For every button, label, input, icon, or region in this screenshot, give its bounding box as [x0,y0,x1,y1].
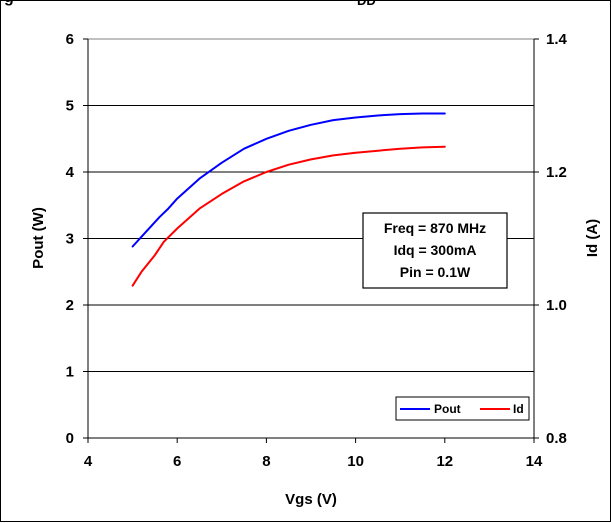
y2-axis-title: Id (A) [584,219,601,257]
x-tick-label-6: 6 [173,453,181,470]
y-tick-label-5: 5 [66,98,74,115]
x-tick-label-8: 8 [262,453,270,470]
gridlines [88,105,534,372]
legend-border [395,396,530,421]
x-tick-label-12: 12 [436,453,453,470]
y-axis-left: 0 1 2 3 4 5 6 [66,31,89,447]
x-axis: 4 6 8 10 12 14 [84,437,543,470]
y-axis-title: Pout (W) [30,207,47,269]
y2-tick-label-1.0: 1.0 [546,297,567,314]
x-tick-label-14: 14 [526,453,543,470]
x-axis-title: Vgs (V) [285,491,337,508]
condition-idq: Idq = 300mA [394,242,477,258]
y2-tick-label-0.8: 0.8 [546,430,567,447]
y2-tick-label-1.4: 1.4 [546,31,568,48]
conditions-box: Freq = 870 MHz Idq = 300mA Pin = 0.1W [362,212,508,289]
caption-subscript: DD [357,0,376,8]
y-tick-label-4: 4 [66,164,75,181]
y-tick-label-6: 6 [66,31,74,48]
y-tick-label-0: 0 [66,430,74,447]
condition-pin: Pin = 0.1W [400,264,471,280]
conditions-box-border [362,212,508,289]
legend: Pout Id [395,396,530,421]
series-line-id [131,145,446,287]
series-line-pout [131,112,446,248]
y-axis-right: 0.8 1.0 1.2 1.4 [533,31,568,447]
y-tick-label-3: 3 [66,231,74,248]
clipped-caption: g DD [0,0,612,8]
y-tick-label-2: 2 [66,297,74,314]
y2-tick-label-1.2: 1.2 [546,164,567,181]
x-tick-label-10: 10 [347,453,364,470]
caption-fragment: g [4,0,14,7]
y-tick-label-1: 1 [66,364,74,381]
x-tick-label-4: 4 [84,453,93,470]
legend-label-id: Id [513,402,524,416]
condition-freq: Freq = 870 MHz [384,220,486,236]
legend-label-pout: Pout [434,402,461,416]
series-lines [131,112,446,287]
